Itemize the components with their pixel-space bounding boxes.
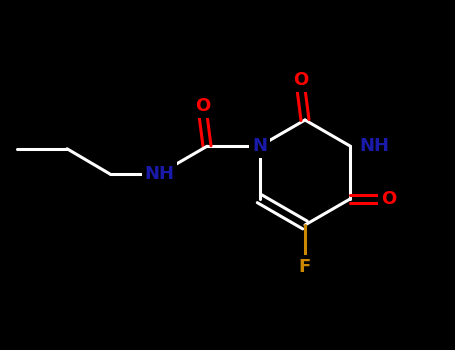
Text: N: N (252, 137, 267, 155)
Text: NH: NH (145, 165, 175, 183)
Text: O: O (195, 97, 211, 115)
Text: O: O (293, 71, 308, 89)
Text: F: F (299, 258, 311, 275)
Text: NH: NH (359, 137, 389, 155)
Text: O: O (381, 190, 396, 208)
